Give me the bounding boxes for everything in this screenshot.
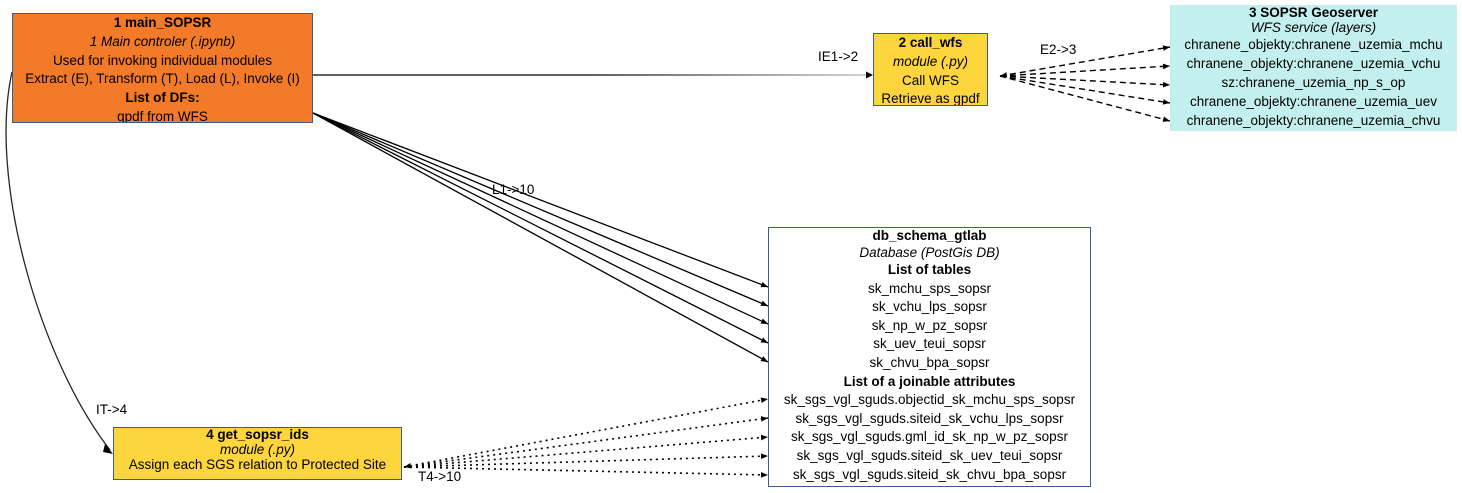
node-section-header: List of tables	[887, 262, 972, 277]
attribute-item: sk_sgs_vgl_sguds.gml_id_sk_np_w_pz_sopsr	[791, 429, 1068, 445]
layer-item: chranene_objekty:chranene_uzemia_uev	[1190, 94, 1437, 109]
edge-label-t4-10: T4->10	[418, 469, 462, 484]
node-subtitle: module (.py)	[892, 53, 969, 69]
layer-item: chranene_objekty:chranene_uzemia_mchu	[1184, 37, 1443, 52]
edge-label-e2-3: E2->3	[1040, 42, 1077, 57]
node-subtitle: module (.py)	[219, 441, 296, 457]
node-text: Call WFS	[902, 72, 959, 88]
layer-item: chranene_objekty:chranene_uzemia_chvu	[1186, 113, 1441, 128]
attribute-item: sk_sgs_vgl_sguds.objectid_sk_mchu_sps_so…	[783, 392, 1076, 408]
edge-label-l1-10: L1->10	[492, 182, 535, 197]
node-text: Assign each SGS relation to Protected Si…	[128, 457, 387, 472]
node-section-header: List of DFs:	[125, 90, 200, 106]
attribute-item: sk_sgs_vgl_sguds.siteid_sk_chvu_bpa_sops…	[792, 466, 1067, 482]
edge-it-4	[5, 71, 113, 454]
table-item: sk_chvu_bpa_sopsr	[869, 354, 990, 370]
node-subtitle: 1 Main controler (.ipynb)	[89, 33, 236, 49]
node-title: db_schema_gtlab	[872, 228, 987, 243]
node-get-sopsr-ids[interactable]: 4 get_sopsr_ids module (.py) Assign each…	[113, 427, 402, 480]
node-text: Retrieve as gpdf	[881, 91, 980, 106]
node-title: 3 SOPSR Geoserver	[1248, 5, 1379, 20]
node-sopsr-geoserver[interactable]: 3 SOPSR Geoserver WFS service (layers) c…	[1170, 5, 1457, 131]
node-title: 1 main_SOPSR	[113, 15, 212, 30]
edge-label-it-4: IT->4	[96, 402, 128, 417]
attribute-item: sk_sgs_vgl_sguds.siteid_sk_uev_teui_sops…	[796, 447, 1063, 463]
node-text: Extract (E), Transform (T), Load (L), In…	[25, 71, 300, 87]
attribute-item: sk_sgs_vgl_sguds.siteid_sk_vchu_lps_sops…	[795, 410, 1064, 426]
node-text: Used for invoking individual modules	[52, 52, 273, 68]
edge-e2-3	[999, 45, 1171, 122]
table-item: sk_mchu_sps_sopsr	[867, 280, 992, 296]
layer-item: sz:chranene_uzemia_np_s_op	[1221, 75, 1406, 90]
edge-label-ie1-2: IE1->2	[818, 49, 859, 64]
node-call-wfs[interactable]: 2 call_wfs module (.py) Call WFS Retriev…	[873, 33, 988, 106]
table-item: sk_np_w_pz_sopsr	[871, 317, 988, 333]
node-subtitle: WFS service (layers)	[1250, 20, 1377, 35]
node-section-header: List of a joinable attributes	[843, 373, 1016, 389]
node-main-sopsr[interactable]: 1 main_SOPSR 1 Main controler (.ipynb) U…	[12, 13, 313, 123]
table-item: sk_uev_teui_sopsr	[873, 336, 986, 352]
edge-t4-10	[403, 397, 769, 478]
edge-ie1-2	[313, 71, 873, 79]
node-title: 4 get_sopsr_ids	[206, 427, 309, 442]
table-item: sk_vchu_lps_sopsr	[872, 299, 987, 315]
edge-l1-10	[312, 112, 769, 363]
layer-item: chranene_objekty:chranene_uzemia_vchu	[1186, 56, 1441, 71]
node-db-schema-gtlab[interactable]: db_schema_gtlab Database (PostGis DB) Li…	[768, 227, 1091, 487]
node-title: 2 call_wfs	[898, 35, 963, 50]
node-subtitle: Database (PostGis DB)	[859, 244, 1000, 260]
node-list-item: gpdf from WFS	[117, 108, 208, 123]
